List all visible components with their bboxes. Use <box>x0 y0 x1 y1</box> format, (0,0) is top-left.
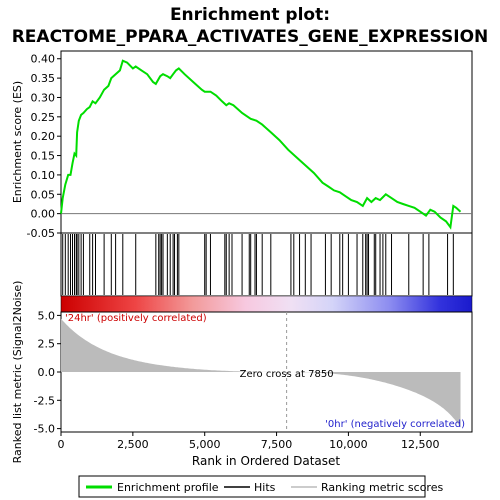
x-tick-label: 12,500 <box>401 438 440 451</box>
chart-title-line2: REACTOME_PPARA_ACTIVATES_GENE_EXPRESSION <box>12 27 489 47</box>
es-y-tick-label: 0.05 <box>31 188 56 201</box>
legend-label-hits: Hits <box>254 481 276 494</box>
ranking-metric-area <box>61 318 461 428</box>
rank-color-bar <box>60 295 473 313</box>
legend-label-ranking-metric: Ranking metric scores <box>321 481 443 494</box>
es-y-tick-label: 0.00 <box>31 208 56 221</box>
legend: Enrichment profile Hits Ranking metric s… <box>78 475 443 498</box>
legend-label-enrichment-profile: Enrichment profile <box>117 481 219 494</box>
es-y-tick-label: 0.15 <box>31 150 56 163</box>
rank-metric-panel: 5.0 2.5 0.0 -2.5 -5.0 '24hr' (positively cor… <box>11 281 473 464</box>
es-y-tick-label: 0.40 <box>31 53 56 66</box>
hits-panel <box>60 232 473 297</box>
es-y-ticks: 0.40 0.35 0.30 0.25 0.20 0.15 0.10 0.05 0.00 -0.0… <box>27 53 61 240</box>
x-tick-label: 0 <box>58 438 65 451</box>
rank-y-tick-label: 2.5 <box>38 338 56 351</box>
hit-markers <box>62 234 454 295</box>
rank-y-ticks: 5.0 2.5 0.0 -2.5 -5.0 <box>34 309 61 436</box>
es-y-tick-label: 0.30 <box>31 91 56 104</box>
x-tick-label: 5,000 <box>189 438 221 451</box>
zero-cross-label: Zero cross at 7850 <box>240 369 334 380</box>
rank-y-tick-label: 5.0 <box>38 309 56 322</box>
es-panel: 0.40 0.35 0.30 0.25 0.20 0.15 0.10 0.05 0.00 -0.0… <box>11 50 473 240</box>
es-y-tick-label: 0.10 <box>31 169 56 182</box>
enrichment-profile-line <box>60 59 462 230</box>
x-tick-label: 2,500 <box>117 438 149 451</box>
x-tick-label: 10,000 <box>329 438 368 451</box>
negative-correlation-label: '0hr' (negatively correlated) <box>325 419 465 430</box>
rank-y-tick-label: -5.0 <box>34 423 55 436</box>
rank-y-tick-label: 0.0 <box>38 366 56 379</box>
hits-panel-frame <box>60 232 473 297</box>
legend-box <box>78 475 426 498</box>
x-tick-label: 7,500 <box>261 438 293 451</box>
rank-y-axis-label: Ranked list metric (Signal2Noise) <box>11 281 24 464</box>
chart-title-line1: Enrichment plot: <box>170 5 330 25</box>
x-axis-ticks: 0 2,500 5,000 7,500 10,000 12,500 <box>58 432 440 451</box>
rank-y-tick-label: -2.5 <box>34 394 55 407</box>
es-y-tick-label: -0.05 <box>27 227 55 240</box>
es-y-tick-label: 0.20 <box>31 130 56 143</box>
es-y-tick-label: 0.35 <box>31 72 56 85</box>
rank-color-bar-fill <box>60 295 473 313</box>
es-y-axis-label: Enrichment score (ES) <box>11 81 24 203</box>
x-axis-label: Rank in Ordered Dataset <box>192 454 340 468</box>
es-panel-frame <box>60 50 473 234</box>
positive-correlation-label: '24hr' (positively correlated) <box>65 313 207 324</box>
es-y-tick-label: 0.25 <box>31 111 56 124</box>
